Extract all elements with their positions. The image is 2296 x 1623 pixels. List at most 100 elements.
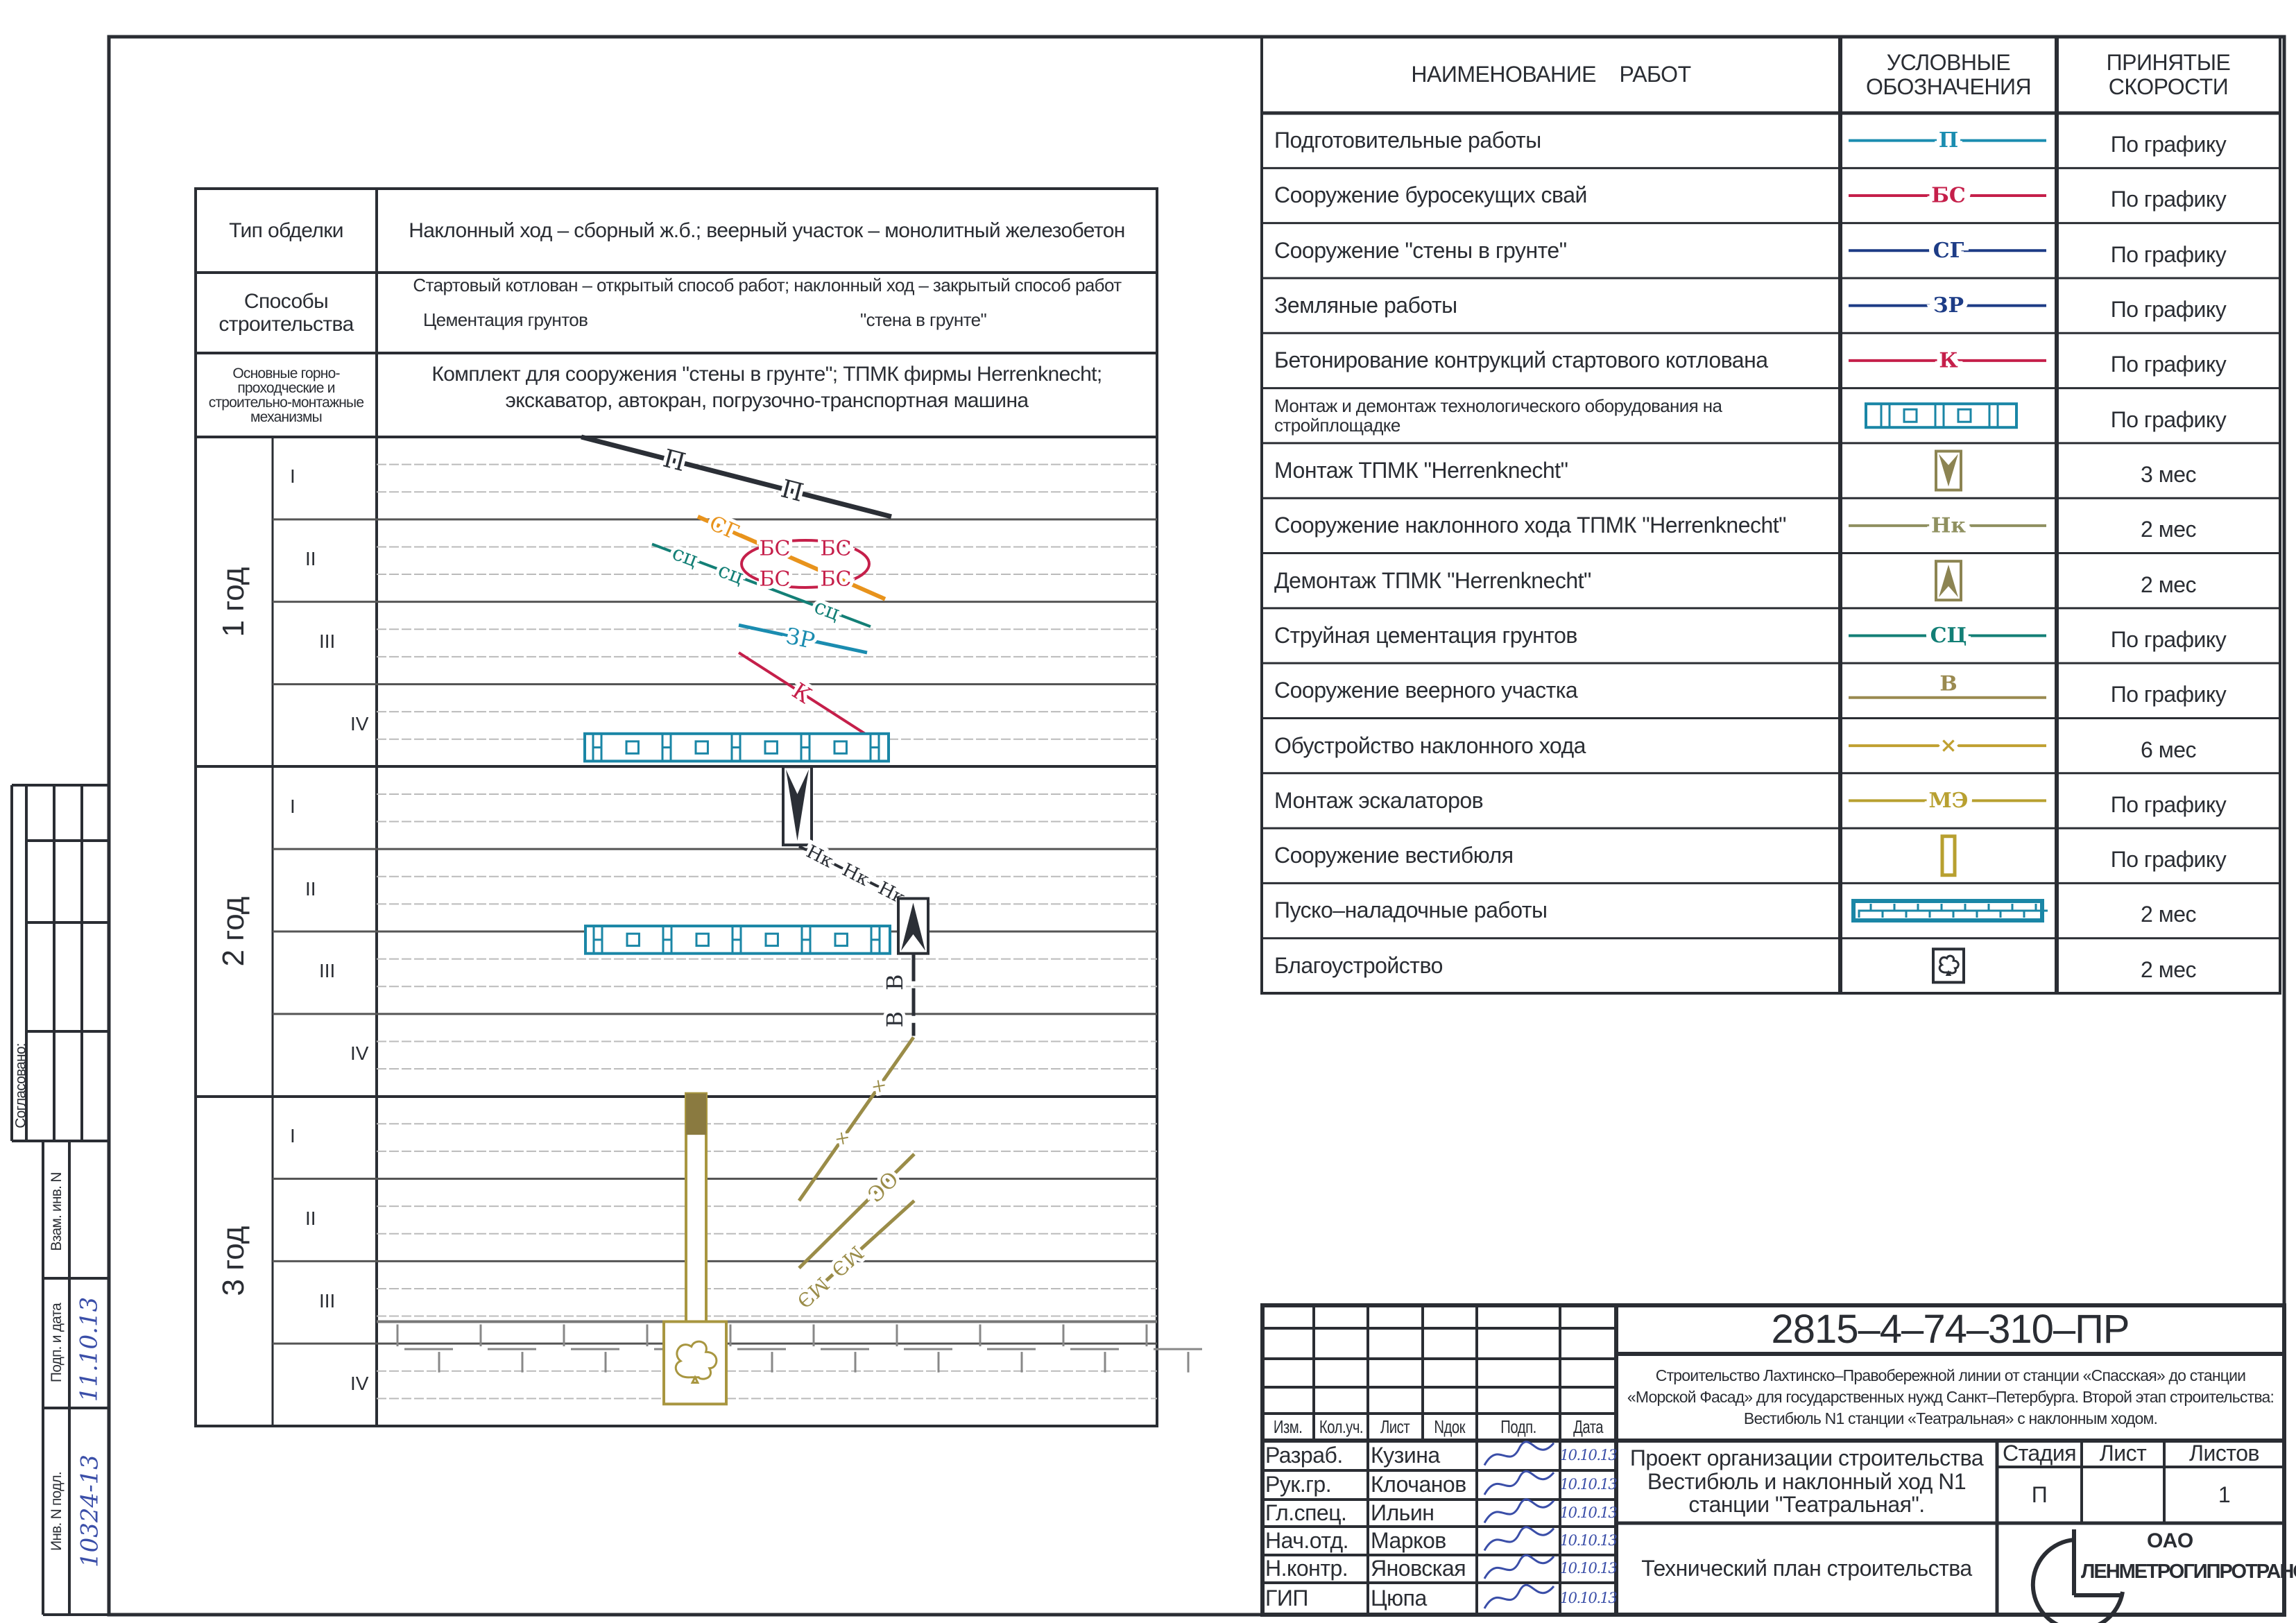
signature xyxy=(1483,1554,1555,1579)
activity-line-os xyxy=(798,1153,916,1270)
activity-label-v: В xyxy=(882,1011,908,1028)
commissioning-brick xyxy=(1976,904,2001,918)
legend-item-name: Обустройство наклонного хода xyxy=(1274,732,1586,758)
machinery-label: Основные горно-проходческие и строительн… xyxy=(208,365,364,425)
legend-header-symbol-line2: ОБОЗНАЧЕНИЯ xyxy=(1865,74,2032,99)
equipment-block-post xyxy=(1934,402,1945,429)
legend-item-name: Пуско–наладочные работы xyxy=(1274,898,1548,923)
arrow-down-icon xyxy=(786,769,809,841)
person-role: Разраб. xyxy=(1265,1442,1343,1468)
legend-item-name: Сооружение вестибюля xyxy=(1274,843,1514,868)
person-role: Гл.спец. xyxy=(1265,1500,1347,1525)
quarter-label: I xyxy=(290,1125,295,1147)
legend-item-speed: По графику xyxy=(2110,132,2227,157)
construction-methods-slurry-wall: "стена в грунте" xyxy=(860,309,987,330)
legend-item-speed: 2 мес xyxy=(2141,517,2196,542)
activity-label-sc: сц xyxy=(811,594,843,626)
quarter-label: II xyxy=(305,1207,316,1229)
sheet-value xyxy=(2082,1467,2164,1523)
legend-item-speed: 2 мес xyxy=(2141,956,2196,982)
quarter-label: IV xyxy=(350,712,369,735)
sign-date-value: 11.10.13 xyxy=(75,1296,103,1402)
activity-line-x xyxy=(797,1036,916,1202)
legend-symbols: П БС СГ ЗР К Нк СЦ В × МЭ xyxy=(1849,123,2048,984)
sheet-label: Лист xyxy=(2099,1441,2147,1466)
org-name: ЛЕНМЕТРОГИПРОТРАНС xyxy=(2081,1561,2296,1583)
tree-icon xyxy=(1938,954,1960,977)
legend-item-name: Демонтаж ТПМК "Herrenknecht" xyxy=(1274,567,1591,593)
title-block-column-cell: Nдок xyxy=(1423,1414,1477,1441)
construction-methods-label: Способы строительства xyxy=(219,290,354,336)
quarter-label: I xyxy=(290,465,295,488)
commissioning-brick xyxy=(1999,904,2024,918)
margin-stamp-lines xyxy=(10,784,109,1616)
stage-value: П xyxy=(2031,1482,2048,1507)
legend-header-speed-line2: СКОРОСТИ xyxy=(2108,74,2229,99)
legend-symbol-code: × xyxy=(1939,734,1957,758)
legend-item-speed: По графику xyxy=(2110,187,2227,212)
legend-item-speed: По графику xyxy=(2110,241,2227,267)
activity-label-bs: БС xyxy=(821,537,852,561)
equipment-block-square xyxy=(834,932,848,947)
quarter-label: III xyxy=(319,630,336,653)
legend-item-name: Благоустройство xyxy=(1274,952,1443,978)
title-block-column-cell: Подп. xyxy=(1477,1414,1560,1441)
construction-methods-grouting: Цементация грунтов xyxy=(423,309,588,330)
arrow-up-icon xyxy=(1939,565,1958,598)
person-date: 10.10.13 xyxy=(1559,1531,1618,1549)
legend-header-symbol: УСЛОВНЫЕ ОБОЗНАЧЕНИЯ xyxy=(1840,37,2057,113)
title-block-column-cell: Лист xyxy=(1368,1414,1423,1441)
equipment-block-square xyxy=(695,932,710,947)
equipment-block xyxy=(584,925,891,955)
construction-methods-line1: Стартовый котлован – открытый способ раб… xyxy=(413,275,1122,295)
org-prefix: ОАО xyxy=(2147,1529,2194,1552)
legend-symbol-code: МЭ xyxy=(1928,789,1968,813)
inv-orig-label: Инв. N подл. xyxy=(48,1472,65,1551)
document-description: Строительство Лахтинско–Правобережной ли… xyxy=(1627,1366,2274,1428)
project-name-line3: станции "Театральная". xyxy=(1688,1492,1925,1518)
machinery-line2: экскаватор, автокран, погрузочно-транспо… xyxy=(505,389,1029,412)
legend-item-speed: По графику xyxy=(2110,406,2227,432)
sheet-frame xyxy=(107,35,2286,1617)
legend-symbol-code: В xyxy=(1939,671,1957,696)
project-name-line2: Вестибюль и наклонный ход N1 xyxy=(1647,1468,1967,1494)
equipment-block-square xyxy=(833,740,848,755)
legend-item-name: Подготовительные работы xyxy=(1274,128,1541,153)
legend-item-name: Монтаж эскалаторов xyxy=(1274,787,1484,813)
signature xyxy=(1483,1583,1555,1609)
commissioning-brick xyxy=(1858,904,1883,918)
lining-type-label: Тип обделки xyxy=(229,219,343,242)
legend-row-lines xyxy=(1262,166,2280,940)
equipment-block-square xyxy=(764,932,779,947)
activity-label-x: × xyxy=(830,1127,854,1150)
year-label: 3 год xyxy=(216,1226,250,1296)
quarter-label: IV xyxy=(350,1042,369,1065)
signature xyxy=(1483,1526,1555,1552)
inv-orig-value: 10324-13 xyxy=(76,1454,103,1568)
activity-label-bs: БС xyxy=(760,567,791,592)
activity-line-nk xyxy=(798,845,902,900)
title-block-column-header: Подп. xyxy=(1500,1416,1536,1438)
sheets-value: 1 xyxy=(2218,1482,2231,1507)
legend-item-speed: По графику xyxy=(2110,791,2227,817)
activity-label-nk: Нк xyxy=(839,859,872,890)
person-date: 10.10.13 xyxy=(1559,1560,1618,1577)
activity-label-p: П xyxy=(660,445,689,478)
commissioning-brick xyxy=(1905,904,1930,918)
legend-item-speed: По графику xyxy=(2110,297,2227,322)
stage-label: Стадия xyxy=(2002,1441,2077,1466)
title-block-column-cell: Дата xyxy=(1560,1414,1616,1441)
commissioning-brick xyxy=(1928,904,1953,918)
person-name: Ильин xyxy=(1371,1500,1434,1525)
person-role: ГИП xyxy=(1265,1586,1308,1611)
equipment-block-square xyxy=(764,740,778,755)
equipment-block-post xyxy=(1988,402,1999,429)
legend-item-speed: 2 мес xyxy=(2141,902,2196,927)
legend-item-name: Струйная цементация грунтов xyxy=(1274,622,1577,648)
document-code: 2815–4–74–310–ПР xyxy=(1771,1307,2130,1352)
legend-item-speed: 2 мес xyxy=(2141,572,2196,597)
equipment-block-post xyxy=(1880,402,1891,429)
legend-item-speed: 6 мес xyxy=(2141,737,2196,762)
